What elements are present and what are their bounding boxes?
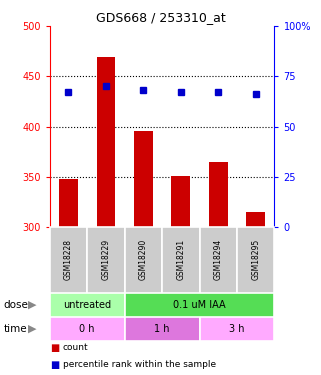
Text: 0 h: 0 h xyxy=(80,324,95,334)
Text: GSM18295: GSM18295 xyxy=(251,239,260,280)
Bar xyxy=(125,227,162,292)
Bar xyxy=(125,292,274,317)
Text: GSM18290: GSM18290 xyxy=(139,239,148,280)
Bar xyxy=(97,57,115,227)
Text: ▶: ▶ xyxy=(28,324,36,334)
Bar xyxy=(134,130,153,227)
Text: ▶: ▶ xyxy=(28,300,36,310)
Text: count: count xyxy=(63,343,88,352)
Text: time: time xyxy=(3,324,27,334)
Text: 3 h: 3 h xyxy=(229,324,245,334)
Text: GSM18228: GSM18228 xyxy=(64,239,73,280)
Bar xyxy=(125,317,200,341)
Bar xyxy=(162,227,200,292)
Text: GSM18294: GSM18294 xyxy=(214,239,223,280)
Text: ■: ■ xyxy=(50,343,59,353)
Bar xyxy=(87,227,125,292)
Bar xyxy=(171,176,190,227)
Text: 0.1 uM IAA: 0.1 uM IAA xyxy=(173,300,226,310)
Text: untreated: untreated xyxy=(63,300,111,310)
Bar xyxy=(247,212,265,227)
Bar xyxy=(50,317,125,341)
Bar xyxy=(50,292,125,317)
Text: GDS668 / 253310_at: GDS668 / 253310_at xyxy=(96,11,225,24)
Text: GSM18291: GSM18291 xyxy=(176,239,185,280)
Bar xyxy=(209,162,228,227)
Text: GSM18229: GSM18229 xyxy=(101,239,110,280)
Bar xyxy=(200,317,274,341)
Bar xyxy=(200,227,237,292)
Bar xyxy=(237,227,274,292)
Text: 1 h: 1 h xyxy=(154,324,170,334)
Text: ■: ■ xyxy=(50,360,59,370)
Bar xyxy=(59,179,78,227)
Bar xyxy=(50,227,87,292)
Text: dose: dose xyxy=(3,300,28,310)
Text: percentile rank within the sample: percentile rank within the sample xyxy=(63,360,216,369)
